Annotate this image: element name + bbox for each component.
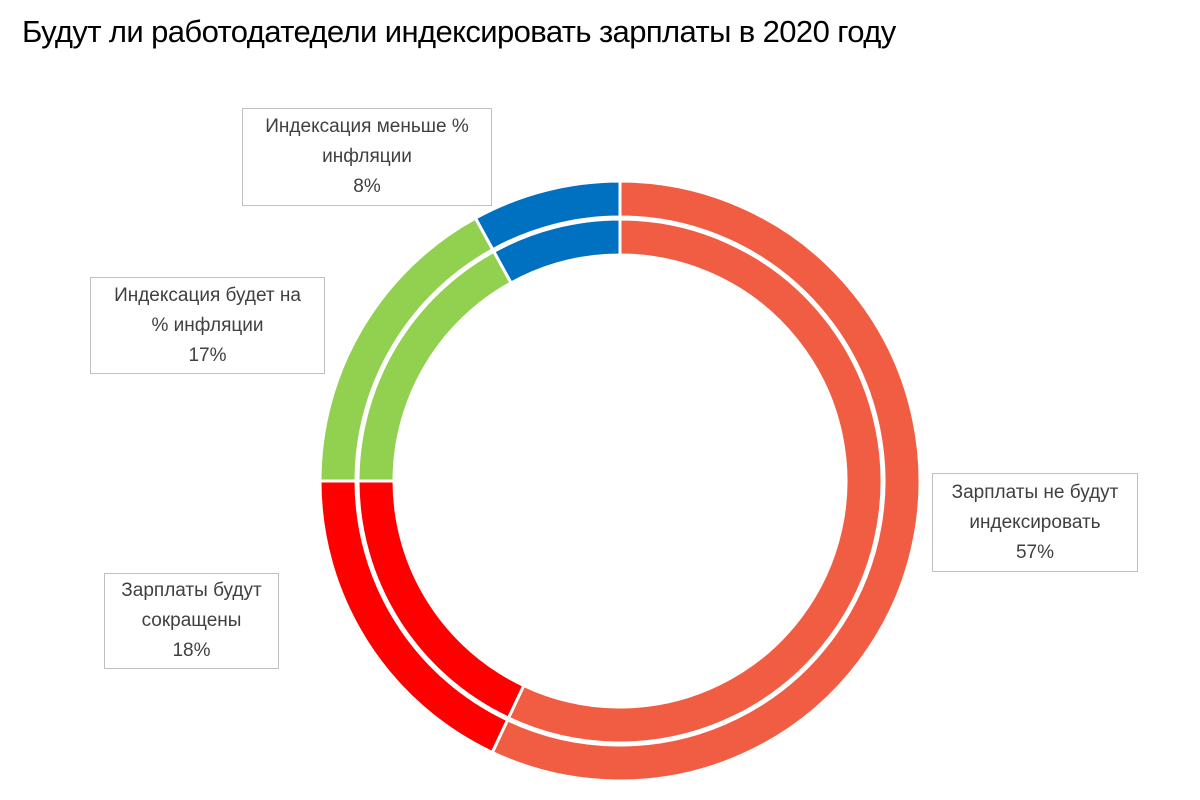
label-value: 57% [1015, 541, 1055, 563]
data-label-salary-cut: Зарплаты будут сокращены 18% [104, 573, 279, 669]
donut-slice-outer-3 [473, 179, 622, 252]
donut-slice-outer-0 [490, 179, 922, 783]
donut-slice-inner-3 [492, 217, 622, 285]
data-label-indexation-at-inflation: Индексация будет на % инфляции 17% [90, 277, 325, 374]
label-line: Зарплаты не будут [951, 481, 1119, 503]
label-line: инфляции [322, 146, 412, 167]
label-line: сокращены [141, 610, 242, 631]
data-label-no-indexation: Зарплаты не будут индексировать 57% [932, 473, 1138, 572]
donut-slice-inner-0 [506, 217, 884, 745]
label-line: Зарплаты будут [121, 580, 262, 601]
label-line: % инфляции [151, 314, 264, 336]
label-line: Индексация будет на [114, 284, 301, 306]
chart-title: Будут ли работодатедели индексировать за… [22, 14, 896, 49]
label-value: 18% [172, 640, 211, 661]
label-value: 8% [353, 176, 381, 197]
data-label-indexation-below-inflation: Индексация меньше % инфляции 8% [242, 108, 492, 206]
label-line: индексировать [969, 511, 1101, 533]
label-value: 17% [188, 344, 227, 366]
label-line: Индексация меньше % [265, 116, 469, 137]
